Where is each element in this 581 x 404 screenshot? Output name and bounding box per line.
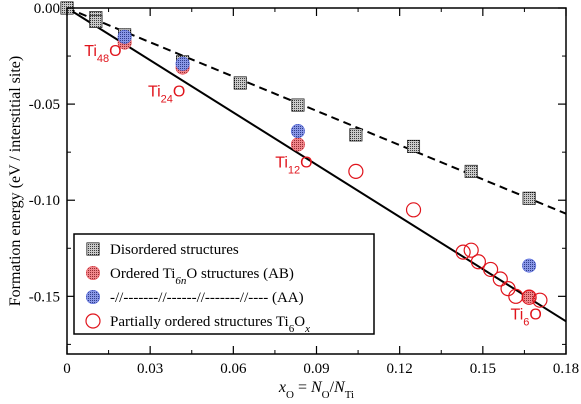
annotation-label: Ti24O [148,83,185,105]
legend-marker [86,242,100,256]
legend-label: -//-------//------//-------//---- (AA) [110,290,304,306]
x-tick-label: 0.12 [387,361,413,377]
y-tick-label: -0.10 [29,193,60,209]
data-point-circle-filled [522,258,537,273]
x-tick-label: 0 [63,361,71,377]
legend-marker [86,266,100,280]
axes: 0 0.03 0.06 0.09 0.12 0.15 0.18 0.00 -0.05 -0.10 -… [7,1,579,401]
x-tick-label: 0.09 [303,361,329,377]
annotation-label: Ti12O [275,155,312,177]
data-point-circle-open [532,292,548,308]
x-tick-label: 0.18 [553,361,579,377]
data-point-circle-open [348,163,364,179]
y-tick-label: -0.15 [29,289,60,305]
data-point-circle-open [463,242,479,258]
x-tick-label: 0.06 [220,361,247,377]
y-tick-label: -0.05 [29,97,60,113]
y-tick-label: 0.00 [34,1,60,17]
legend-marker [85,313,101,329]
data-point-circle-open [455,244,471,260]
x-tick-label: 0.03 [137,361,163,377]
legend-label: Partially ordered structures Ti6Ox [110,314,310,335]
data-point-circle-open [508,288,524,304]
x-tick-label: 0.15 [470,361,496,377]
x-axis-title: xO = NO/NTi [278,379,354,401]
fit-line-solid [66,7,567,323]
data-point-square [89,14,103,28]
fit-line-dashed [66,7,567,215]
legend: Disordered structures Ordered Ti6nO struc… [73,233,375,335]
data-point-circle-open [482,261,499,278]
data-point-square [349,128,363,142]
data-point-circle-filled [290,124,305,139]
annotation-label: Ti48O [84,43,121,65]
data-point-circle-filled [175,56,190,71]
y-axis-title: Formation energy (eV / interstitial site… [7,56,24,306]
plot-area: Ti48O Ti24O Ti12O Ti6O [60,1,567,328]
legend-label: Ordered Ti6nO structures (AB) [110,266,294,287]
legend-marker [86,290,100,304]
legend-box [73,233,375,335]
data-point-circle-open [492,271,508,287]
data-point-circle-filled [117,29,132,44]
data-point-square [407,139,421,153]
data-point-square [522,191,536,205]
annotation-label: Ti6O [511,306,542,328]
data-point-square [464,164,478,178]
data-point-circle-open [405,202,422,218]
data-point-square [233,76,247,90]
data-point-circle-filled [290,137,305,152]
data-point-circle-open [470,254,486,270]
data-point-square [291,98,305,112]
data-point-circle-open [521,289,537,305]
legend-label: Disordered structures [110,242,239,258]
data-point-circle-open [500,281,516,297]
